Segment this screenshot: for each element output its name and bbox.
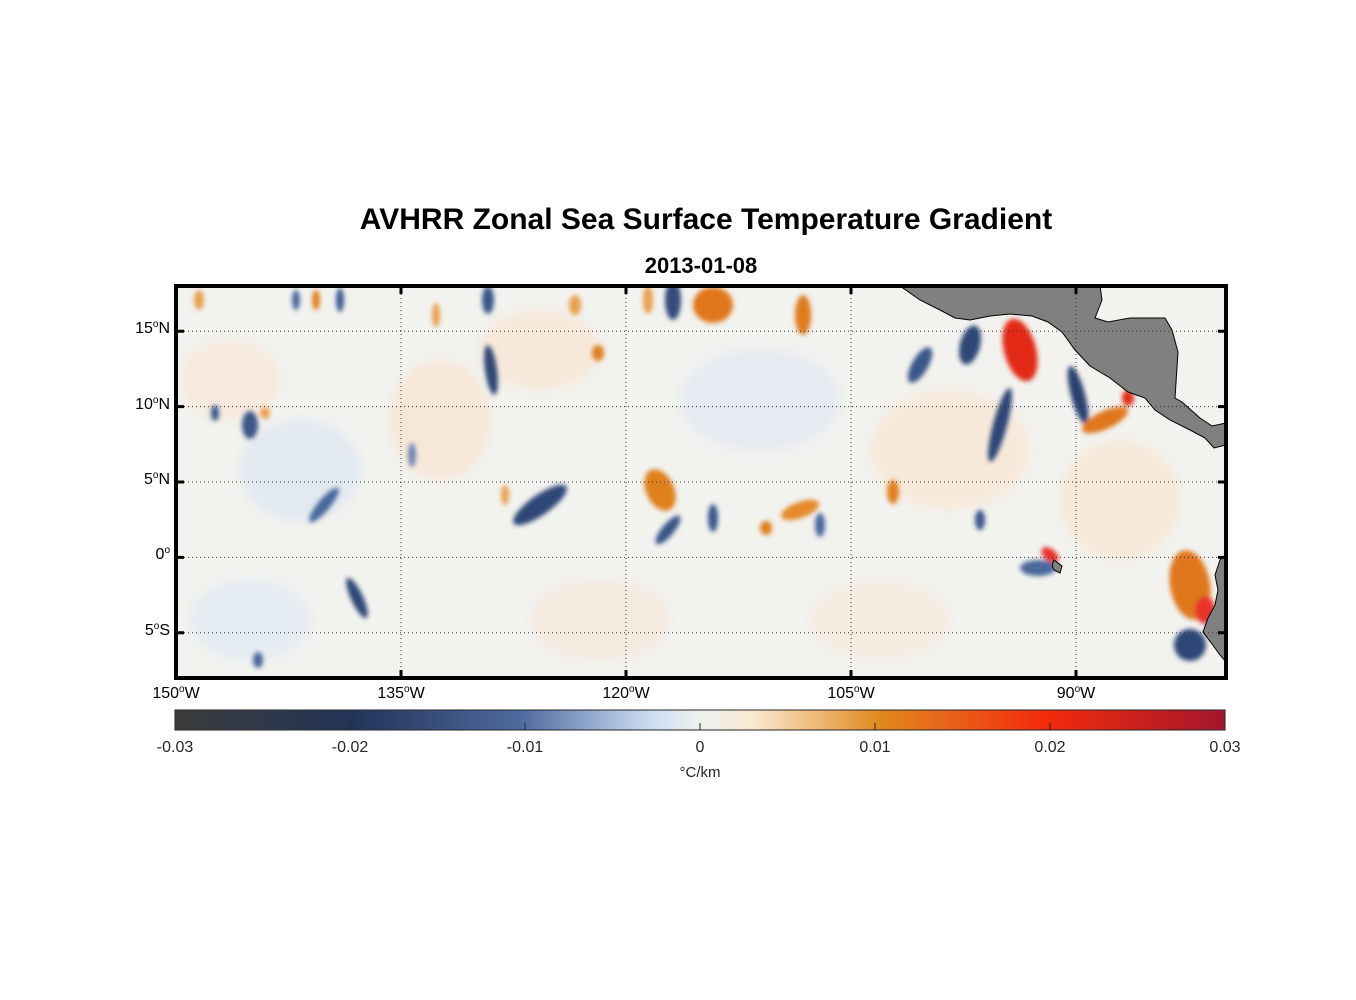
lat-label: 5oS: [144, 620, 170, 639]
land-galapagos: [1051, 559, 1063, 574]
map-subtitle-date: 2013-01-08: [644, 253, 758, 278]
colorbar-tick-label: 0.03: [1209, 739, 1241, 756]
colorbar-tick-label: -0.03: [156, 739, 194, 756]
lon-label: 120oW: [602, 684, 650, 702]
colorbar-tick-label: 0: [695, 739, 705, 756]
colorbar-tick-label: 0.01: [859, 739, 891, 756]
lon-label: 105oW: [827, 684, 875, 702]
lon-label: 150oW: [152, 684, 200, 702]
colorbar-tick-label: 0.02: [1034, 739, 1066, 756]
lon-label: 135oW: [377, 684, 425, 702]
lat-label: 15oN: [135, 319, 170, 338]
colorbar-tick-label: -0.01: [506, 739, 544, 756]
colorbar-tick-label: -0.02: [331, 739, 369, 756]
sst-gradient-field: [176, 286, 1226, 678]
lat-label: 5oN: [143, 470, 170, 488]
lat-label: 10oN: [135, 394, 170, 413]
land-central-america: [899, 286, 1226, 449]
land-south-america: [1202, 554, 1226, 663]
map-tick-marks: [174, 286, 1226, 678]
land-masses: [899, 286, 1226, 663]
lat-label: 0o: [155, 545, 170, 564]
map-title: AVHRR Zonal Sea Surface Temperature Grad…: [359, 203, 1053, 236]
colorbar-unit: °C/km: [679, 764, 721, 781]
colorbar-ticks: [174, 723, 1226, 730]
lon-label: 90oW: [1056, 684, 1096, 702]
